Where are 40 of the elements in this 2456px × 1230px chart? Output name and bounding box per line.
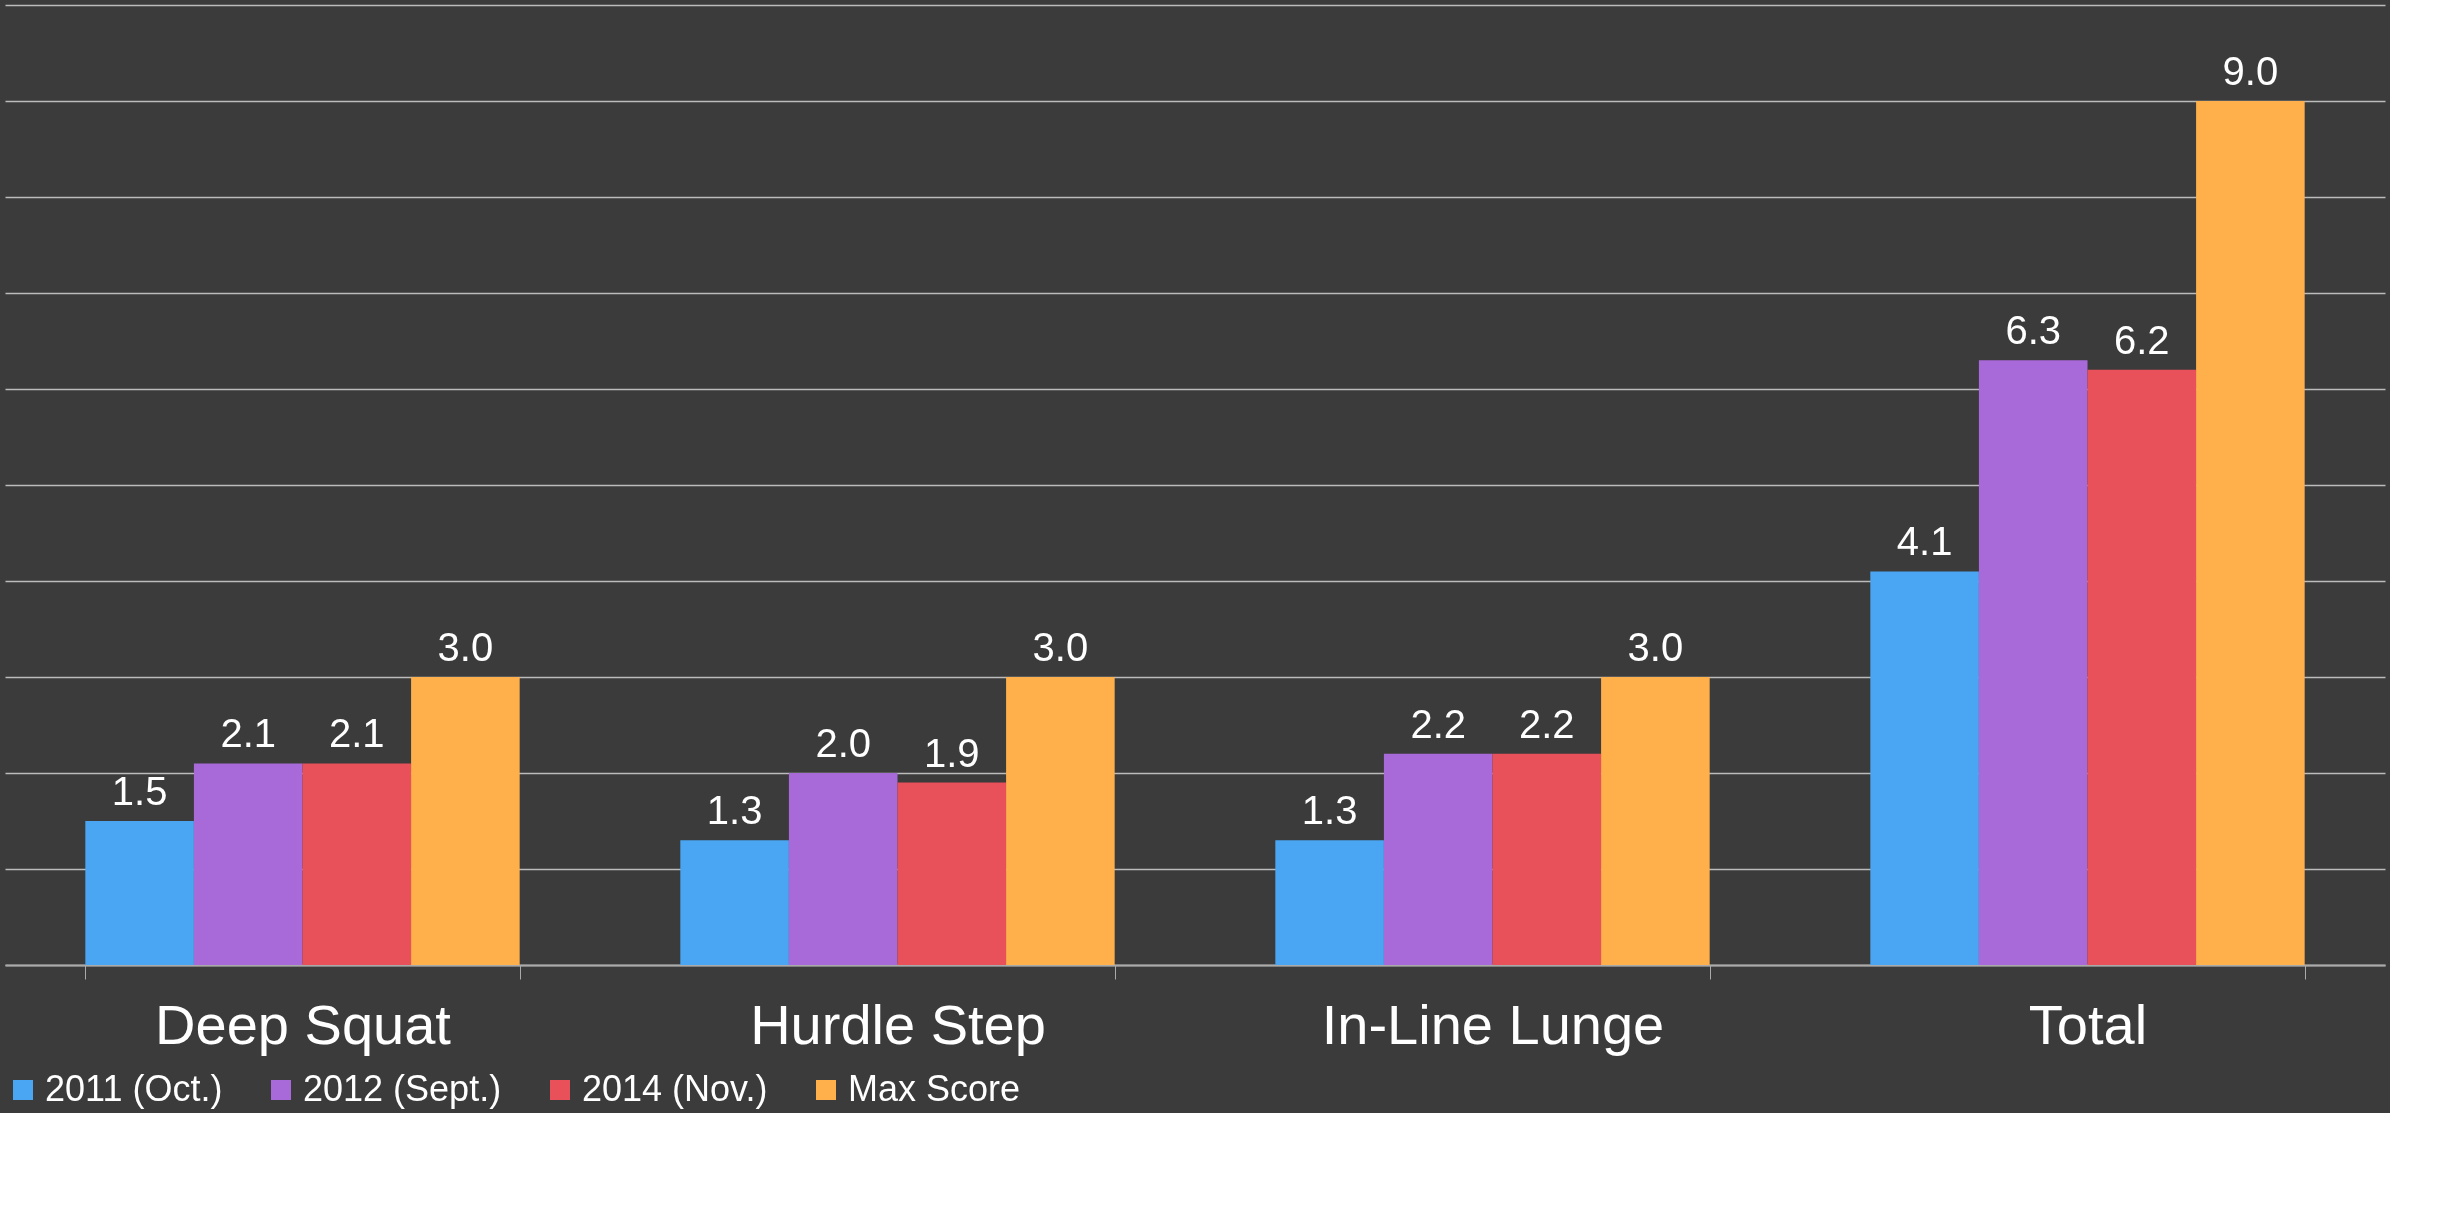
bar xyxy=(302,763,412,965)
data-label: 3.0 xyxy=(1032,625,1089,669)
bar xyxy=(411,677,520,965)
legend-label: 2011 (Oct.) xyxy=(45,1068,223,1109)
x-tick-label: Deep Squat xyxy=(155,992,452,1056)
bar xyxy=(788,773,898,965)
data-label: 1.3 xyxy=(706,788,763,833)
data-label: 6.2 xyxy=(2113,317,2170,362)
bar xyxy=(680,840,789,965)
data-label: 9.0 xyxy=(2222,49,2279,93)
bar xyxy=(1870,571,1979,965)
bar xyxy=(193,763,303,965)
bar xyxy=(85,821,194,965)
bar xyxy=(1275,840,1384,965)
data-label: 4.1 xyxy=(1896,519,1953,564)
data-label: 3.0 xyxy=(1627,625,1684,669)
data-label: 1.3 xyxy=(1301,788,1358,833)
data-label: 2.0 xyxy=(815,721,872,765)
legend-label: 2014 (Nov.) xyxy=(582,1068,768,1109)
legend-label: 2012 (Sept.) xyxy=(303,1068,502,1109)
bar xyxy=(2196,101,2305,965)
data-label: 1.5 xyxy=(111,769,168,813)
data-label: 6.3 xyxy=(2005,308,2062,353)
data-label: 2.1 xyxy=(328,711,385,756)
data-label: 2.1 xyxy=(220,711,277,756)
bar xyxy=(1601,677,1710,965)
bar xyxy=(1492,753,1602,965)
bar xyxy=(2087,369,2197,965)
bar xyxy=(1978,360,2088,965)
legend-label: Max Score xyxy=(848,1068,1021,1109)
x-tick-label: In-Line Lunge xyxy=(1321,992,1665,1056)
data-label: 2.2 xyxy=(1410,701,1467,746)
data-label: 1.9 xyxy=(923,730,980,775)
x-tick-label: Total xyxy=(2028,992,2148,1056)
bar xyxy=(1383,753,1493,965)
bar xyxy=(1006,677,1115,965)
bar xyxy=(897,782,1007,965)
x-tick-label: Hurdle Step xyxy=(750,992,1046,1056)
data-label: 3.0 xyxy=(437,625,494,669)
data-label: 2.2 xyxy=(1518,701,1575,746)
